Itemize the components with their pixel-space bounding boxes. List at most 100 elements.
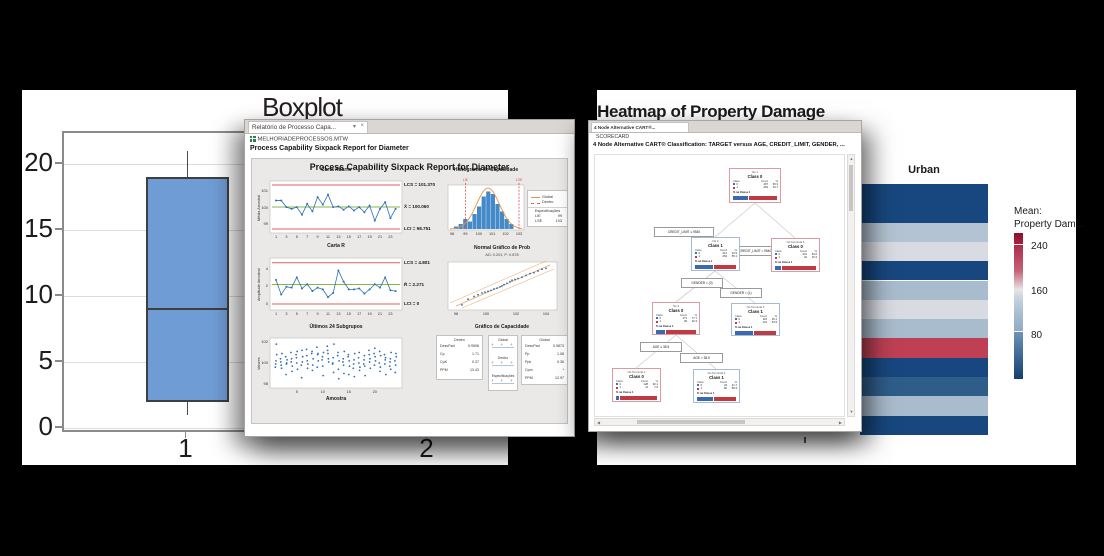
interval-plus-marker: + (510, 378, 513, 384)
colorbar-tick-label: 80 (1031, 330, 1043, 341)
horizontal-scrollbar[interactable]: ◀ ▶ (594, 418, 845, 426)
capability-within-box-label: DesvPad (440, 344, 455, 348)
last24-ytick: 98 (263, 380, 268, 386)
capability-overall-box-value: 0.9873 (553, 344, 564, 348)
normprob-xtick: 104 (542, 311, 550, 316)
node-class-label: Class 1 (708, 242, 723, 248)
split-label: AGE > 38.5 (680, 353, 723, 363)
tree-node: Nó Terminal 4 Class 0 Class Count% 0 231 84.6 1… (771, 238, 820, 272)
row-class-value: 1 (698, 255, 701, 259)
row-count: 11 (645, 386, 648, 390)
node-bar-red (713, 264, 736, 269)
xbar-xtick: 5 (295, 234, 298, 239)
row-class-swatch (616, 386, 619, 390)
row-class-value: 1 (736, 186, 739, 190)
node-col-class: Class (695, 248, 702, 252)
rchart-xtick: 19 (367, 311, 372, 316)
row-pct: 54.9 (771, 321, 777, 325)
scroll-down-icon[interactable]: ▼ (849, 409, 854, 414)
row-class-swatch (775, 253, 778, 256)
capability-title: Gráfico de Capacidade (474, 324, 530, 330)
row-pct: 41.7 (731, 383, 737, 387)
node-col-class: Class (735, 314, 742, 318)
heatmap-cell (860, 319, 988, 339)
upper-whisker (186, 150, 189, 178)
capability-overall-box-value: 1.08 (557, 352, 564, 356)
row-count: 116 (762, 317, 767, 321)
rchart-ylabel: Amplitude Amostral (257, 268, 261, 302)
split-label: AGE ≤ 38.5 (640, 342, 682, 352)
row-class-swatch (697, 384, 700, 387)
node-bar-blue (697, 396, 713, 401)
heatmap-legend-title-1: Mean: (1014, 206, 1042, 217)
rchart-ytick: 0 (265, 300, 268, 306)
sixpack-tab-bar: Relatório de Processo Capa... ▾ × (245, 120, 574, 134)
row-class-swatch (695, 252, 698, 255)
capability-within-box-value: 1.71 (472, 352, 479, 356)
xbar-ucl-label: LCS = 101.370 (404, 182, 436, 188)
capability-overall-box-label: PPM (525, 376, 533, 380)
node-class-label: Class 1 (709, 374, 724, 380)
rchart-xtick: 21 (377, 311, 383, 316)
cart-tree-area: CREDIT_LIMIT ≤ 9540 CREDIT_LIMIT > 9540 GE… (594, 154, 845, 417)
node-bar-blue (656, 329, 665, 334)
tree-node: Nó 2 Class 1 Class Count% 0 214 44.9 1 263 55.1 % … (691, 237, 740, 271)
heatmap-axis-tick (804, 437, 806, 443)
xbar-xtick: 1 (274, 234, 278, 239)
close-icon[interactable]: × (360, 123, 364, 129)
node-class-label: Class 1 (748, 308, 763, 314)
last24-xlabel: Amostra (325, 395, 347, 402)
rchart-xtick: 15 (346, 311, 351, 316)
chevron-down-icon[interactable]: ▾ (352, 124, 356, 130)
row-pct: 55.1 (731, 255, 737, 259)
vscroll-thumb[interactable] (849, 165, 853, 211)
sixpack-tab[interactable]: Relatório de Processo Capa... ▾ × (248, 121, 368, 133)
rchart-xtick: 5 (295, 311, 298, 316)
row-class-swatch (695, 255, 698, 259)
row-count: 128 (643, 382, 648, 386)
scroll-up-icon[interactable]: ▲ (849, 156, 854, 161)
rchart-xtick: 23 (388, 311, 393, 316)
xbar-lcl-label: LCI = 98.751 (404, 226, 431, 232)
histogram-lsl-label: LIE (462, 177, 469, 182)
row-count: 497 (763, 182, 768, 186)
node-header: Nó 2 (712, 239, 719, 243)
xbar-ytick: 101 (261, 187, 268, 193)
row-class-value: 0 (700, 383, 703, 387)
row-count: 49 (684, 320, 687, 324)
row-pct: 58.3 (731, 387, 737, 391)
sixpack-panel-title: Process Capability Sixpack Report for Di… (309, 162, 510, 172)
last24-xtick: 15 (346, 389, 351, 394)
row-class-value: 1 (738, 321, 741, 325)
xbar-xtick: 11 (326, 234, 330, 239)
median-line (146, 308, 229, 311)
interval-line (492, 346, 514, 348)
node-header: Nó Terminal 4 (786, 240, 805, 244)
node-header: Nó Terminal 2 (707, 371, 726, 375)
split-label: GENDER = (1) (720, 288, 762, 298)
interval-label: Global (498, 338, 508, 342)
scroll-right-icon[interactable]: ▶ (838, 419, 842, 425)
node-col-pct: % (775, 179, 778, 183)
histograma-plot (447, 183, 525, 231)
node-bar-red (748, 195, 777, 200)
sixpack-svg (269, 180, 558, 389)
legend-divider (528, 206, 567, 208)
colorbar-top-segment (1014, 233, 1023, 244)
node-col-pct: % (694, 313, 697, 317)
vertical-scrollbar[interactable]: ▲ ▼ (847, 154, 855, 417)
row-count: 171 (682, 316, 687, 320)
scroll-left-icon[interactable]: ◀ (597, 419, 601, 425)
legend-global-label: Global (542, 194, 553, 199)
interval-plus-marker: + (491, 378, 494, 384)
legend-spec-label: LSE (535, 219, 543, 223)
hscroll-thumb[interactable] (637, 420, 745, 424)
node-col-class: Class (733, 179, 740, 183)
normprob-subtitle: AD: 0.201, P: 0.878 (485, 252, 519, 257)
normprob-xtick: 100 (482, 311, 490, 316)
capability-overall-box-value: 12.97 (555, 376, 564, 380)
cart-tab[interactable]: 4 Node Alternative CART®... (591, 122, 689, 132)
row-class-swatch (775, 256, 778, 260)
rchart-xtick: 7 (306, 311, 309, 316)
y-tick-label: 10 (24, 279, 53, 309)
